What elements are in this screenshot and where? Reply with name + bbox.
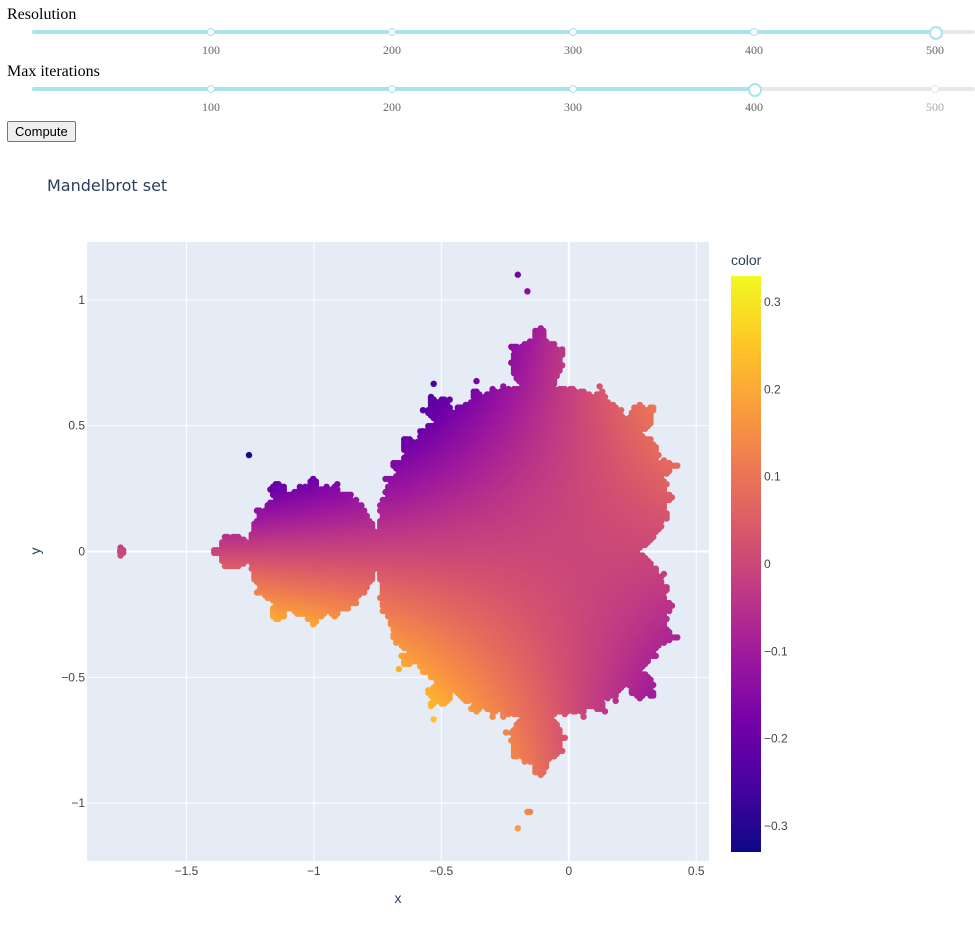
chart-title: Mandelbrot set — [47, 176, 167, 195]
resolution-mark-dot — [207, 28, 215, 36]
max-iterations-mark-dot — [569, 85, 577, 93]
max-iterations-mark-dot — [388, 85, 396, 93]
data-point — [395, 665, 403, 673]
resolution-mark-dot — [569, 28, 577, 36]
mandelbrot-chart: Mandelbrot set −1.5 −1 −0.5 0 0.5 10.50−0.5−… — [27, 176, 788, 906]
max-iterations-mark-label: 300 — [564, 100, 582, 114]
data-point — [430, 716, 437, 723]
data-point — [312, 478, 320, 485]
data-point — [430, 380, 437, 387]
max-iterations-mark-label: 500 — [926, 100, 944, 114]
resolution-track[interactable] — [32, 30, 975, 34]
max-iterations-handle[interactable] — [748, 83, 762, 97]
data-point — [368, 520, 376, 527]
resolution-mark-dot — [750, 28, 758, 36]
data-point — [280, 483, 287, 490]
resolution-mark-label: 100 — [202, 43, 220, 57]
data-points — [116, 271, 681, 832]
resolution-mark-label: 400 — [745, 43, 763, 57]
max-iterations-track[interactable] — [32, 87, 975, 91]
resolution-mark-label: 500 — [926, 43, 944, 57]
resolution-label: Resolution — [7, 6, 77, 23]
data-point — [446, 396, 453, 403]
max-iterations-mark-dot — [931, 85, 939, 93]
compute-button[interactable]: Compute — [7, 121, 76, 142]
max-iterations-label: Max iterations — [7, 63, 100, 80]
resolution-mark-dot — [388, 28, 396, 36]
data-point — [245, 451, 253, 459]
resolution-mark-label: 200 — [383, 43, 401, 57]
resolution-handle[interactable] — [929, 26, 943, 40]
max-iterations-mark-label: 100 — [202, 100, 220, 114]
data-point — [347, 491, 354, 498]
data-point — [334, 481, 341, 488]
resolution-track-fill — [32, 30, 935, 34]
max-iterations-mark-dot — [207, 85, 215, 93]
max-iterations-mark-label: 400 — [745, 100, 763, 114]
resolution-mark-label: 300 — [564, 43, 582, 57]
max-iterations-mark-label: 200 — [383, 100, 401, 114]
